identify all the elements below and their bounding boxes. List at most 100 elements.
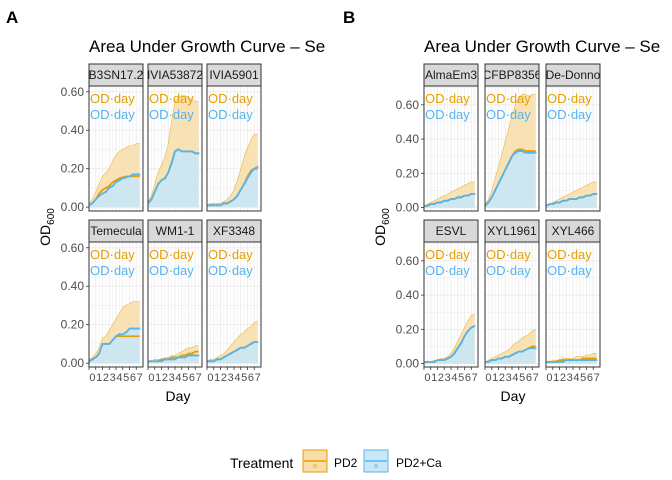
chart-title: Area Under Growth Curve – Se — [89, 37, 325, 56]
ca-mean-line — [207, 165, 259, 207]
ca-point — [209, 204, 212, 207]
plot-border — [545, 85, 601, 212]
pd2-od-day-label: OD·day — [547, 247, 592, 262]
ca-point — [493, 189, 497, 192]
x-tick-label: 4 — [512, 372, 518, 384]
ca-od-day-label: OD·day — [208, 107, 253, 122]
ca-point — [131, 327, 135, 330]
legend-item-pd2-ca: PD2+Ca — [363, 449, 442, 473]
ca-point — [548, 360, 551, 364]
facet-strip-label: De-Donno — [546, 68, 601, 82]
ca-point — [568, 197, 571, 201]
ca-point — [215, 358, 219, 361]
x-tick-label: 0 — [207, 372, 213, 384]
ca-point — [197, 152, 200, 155]
ca-point — [242, 346, 246, 349]
pd2-od-day-label: OD·day — [486, 247, 531, 262]
x-tick-label: 3 — [506, 372, 512, 384]
ca-point — [527, 347, 531, 350]
x-tick-label: 2 — [438, 372, 444, 384]
ca-point — [236, 348, 239, 351]
ca-point — [183, 356, 187, 359]
ca-point — [111, 338, 114, 342]
chart-panel-a: A Area Under Growth Curve – Se B3SN17.2 OD·… — [6, 8, 325, 404]
plot-border — [88, 85, 144, 212]
ca-area — [485, 151, 536, 208]
ca-point — [242, 182, 246, 186]
series-group — [424, 181, 476, 208]
ca-point — [138, 327, 141, 330]
ca-point — [91, 202, 94, 205]
chart-panel-b: B Area Under Growth Curve – Se AlmaEm3 OD·d… — [343, 8, 660, 404]
ca-point — [588, 194, 592, 197]
gridlines — [423, 242, 479, 367]
ca-point — [91, 358, 94, 361]
series-group — [207, 320, 259, 364]
x-tick-label: 2 — [162, 372, 168, 384]
ca-point — [177, 356, 180, 359]
ca-point — [131, 173, 135, 176]
y-axis-label-main: OD — [372, 225, 388, 246]
ca-mean-line — [424, 192, 475, 207]
ca-point — [493, 359, 497, 362]
x-tick-label: 4 — [116, 372, 122, 384]
x-tick-label: 3 — [567, 372, 573, 384]
ca-area — [89, 174, 140, 208]
ca-mean-line — [546, 359, 597, 363]
ca-point — [487, 360, 490, 364]
y-axis-label-main: OD — [37, 225, 53, 246]
ca-od-day-label: OD·day — [547, 263, 592, 278]
plot-border — [206, 85, 262, 212]
ca-od-day-label: OD·day — [425, 107, 470, 122]
facet-strip-label: IVIA53872 — [147, 68, 203, 82]
ca-point — [453, 352, 456, 355]
x-tick-label: 1 — [96, 372, 102, 384]
x-tick-label: 5 — [182, 372, 188, 384]
ca-point — [466, 194, 470, 197]
ca-point — [527, 151, 531, 154]
ca-point — [561, 199, 565, 202]
pd2-od-day-label: OD·day — [425, 247, 470, 262]
ca-point — [588, 359, 592, 362]
facet-strip-label: AlmaEm3 — [425, 68, 477, 82]
facet-strip-label: IVIA5901 — [209, 68, 259, 82]
x-tick-label: 1 — [155, 372, 161, 384]
y-axis-label: OD600 — [37, 208, 57, 246]
ca-point — [215, 204, 219, 207]
x-tick-label: 2 — [499, 372, 505, 384]
ca-point — [163, 358, 167, 361]
series-group — [148, 345, 200, 364]
pd2-area-edge — [546, 353, 597, 363]
ca-point — [432, 203, 436, 206]
ca-point — [534, 151, 537, 154]
x-tick-label: 7 — [196, 372, 202, 384]
ca-od-day-label: OD·day — [90, 263, 135, 278]
pd2-area-edge — [424, 181, 475, 207]
x-tick-label: 3 — [445, 372, 451, 384]
x-tick-label: 0 — [546, 372, 552, 384]
ca-mean-line — [89, 327, 140, 363]
panel-letter: A — [6, 8, 18, 27]
ca-point — [170, 358, 173, 361]
ca-point — [466, 329, 470, 333]
x-tick-label: 7 — [255, 372, 261, 384]
y-tick-label: 0.20 — [61, 318, 85, 332]
ca-point — [236, 194, 239, 197]
ca-point — [500, 175, 504, 178]
y-tick-label: 0.60 — [61, 85, 85, 99]
plot-border — [423, 85, 479, 212]
x-axis-label: Day — [166, 388, 191, 404]
legend-key-point — [313, 464, 317, 468]
x-tick-label: 2 — [103, 372, 109, 384]
x-tick-label: 2 — [560, 372, 566, 384]
plot-border — [147, 85, 203, 212]
